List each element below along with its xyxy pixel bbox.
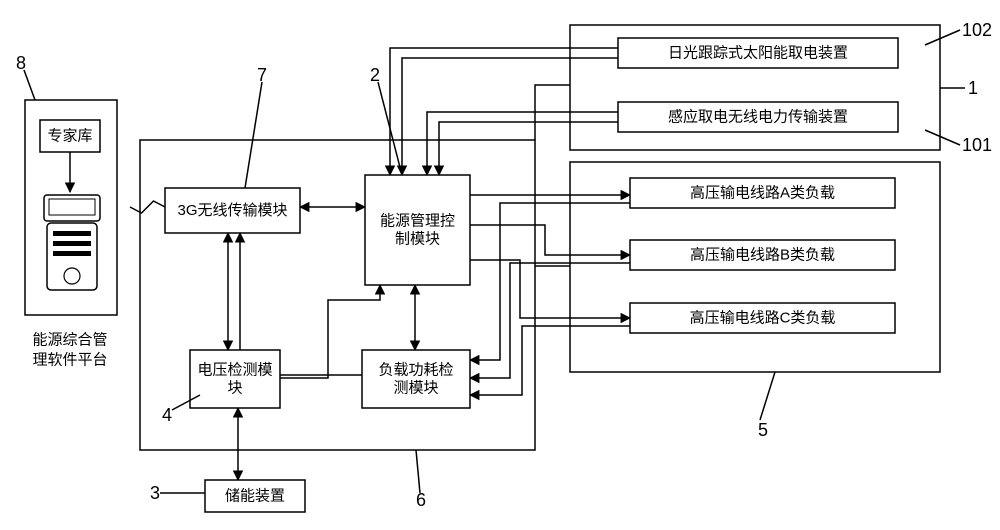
callout-line-c6 <box>416 450 420 493</box>
diagram-canvas: 日光跟踪式太阳能取电装置感应取电无线电力传输装置高压输电线路A类负载高压输电线路… <box>0 0 1000 530</box>
boxB-label-0: 高压输电线路B类负载 <box>690 247 835 264</box>
box4-label-1: 块 <box>227 380 242 397</box>
callout-num-c102: 102 <box>962 20 992 40</box>
platform-caption-0: 能源综合管 <box>32 332 107 349</box>
box2-label-0: 能源管理控 <box>380 213 455 230</box>
callout-num-c4: 4 <box>162 405 172 425</box>
box101-label-0: 感应取电无线电力传输装置 <box>668 108 848 126</box>
callout-num-c7: 7 <box>257 65 267 85</box>
callout-line-c5 <box>760 372 775 420</box>
callout-num-c3: 3 <box>150 483 160 503</box>
callout-num-c1: 1 <box>968 78 978 98</box>
box2-label-1: 制模块 <box>395 231 440 248</box>
box4-label-0: 电压检测模 <box>197 362 272 379</box>
callout-num-c5: 5 <box>758 420 768 440</box>
expert-label-0: 专家库 <box>47 128 92 145</box>
boxC-label-0: 高压输电线路C类负载 <box>690 310 836 327</box>
box3-label-0: 储能装置 <box>225 488 285 505</box>
box102-label-0: 日光跟踪式太阳能取电装置 <box>668 45 848 62</box>
boxA-label-0: 高压输电线路A类负载 <box>690 185 835 202</box>
callout-num-c8: 8 <box>16 53 26 73</box>
callout-num-c101: 101 <box>962 135 992 155</box>
server-icon <box>44 195 100 290</box>
callout-num-c2: 2 <box>370 65 380 85</box>
box7-label-0: 3G无线传输模块 <box>177 202 287 219</box>
callout-line-c8 <box>24 70 35 100</box>
box6-label-1: 测模块 <box>393 380 438 397</box>
callout-num-c6: 6 <box>416 490 426 510</box>
platform-caption-1: 理软件平台 <box>32 352 107 369</box>
box6-label-0: 负载功耗检 <box>378 362 453 379</box>
